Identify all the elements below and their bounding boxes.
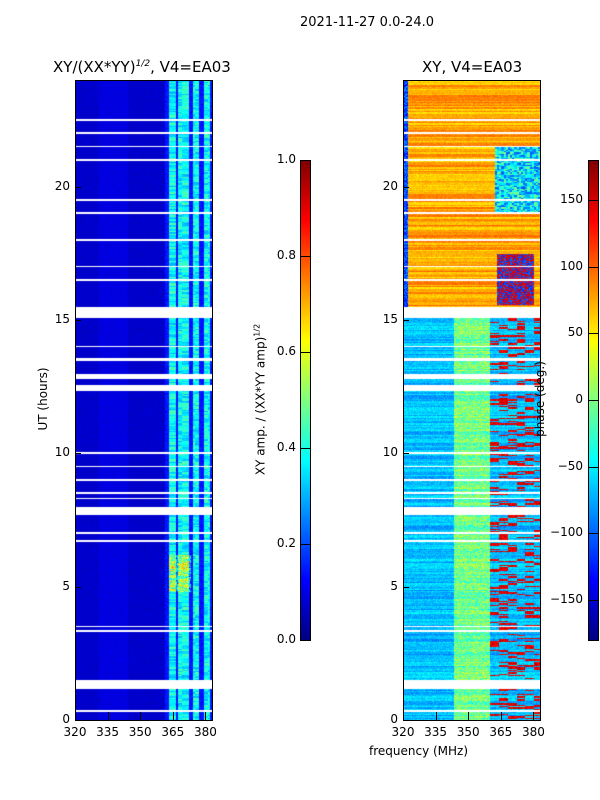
y-tick <box>75 720 81 721</box>
left-plot-title: XY/(XX*YY)1/2, V4=EA03 <box>53 58 231 76</box>
suptitle: 2021-11-27 0.0-24.0 <box>300 15 434 30</box>
phase-colorbar-tick-label: −100 <box>550 525 583 540</box>
phase-colorbar-tick <box>588 266 598 268</box>
phase-colorbar-tick-label: 0 <box>575 392 583 406</box>
amp-colorbar-label: XY amp. / (XX*YY amp)1/2 <box>253 310 268 490</box>
phase-colorbar-tick-label: −150 <box>550 592 583 606</box>
x-tick-label: 320 <box>391 725 415 739</box>
x-tick <box>75 712 76 720</box>
phase-colorbar-tick-label: 50 <box>567 325 583 340</box>
y-tick-label: 5 <box>390 578 398 593</box>
amp-colorbar-tick-label: 0.0 <box>276 632 296 646</box>
y-tick-label: 10 <box>54 445 70 460</box>
y-tick <box>75 453 81 455</box>
amp-colorbar-tick <box>300 256 310 257</box>
amp-colorbar-tick-label: 0.4 <box>276 440 296 454</box>
x-tick <box>107 712 109 720</box>
y-tick <box>75 320 81 321</box>
y-tick <box>403 586 409 588</box>
x-tick <box>140 712 142 720</box>
right-axes-frame <box>403 80 541 721</box>
y-tick <box>75 186 81 188</box>
x-tick <box>205 712 207 720</box>
x-tick-label: 335 <box>96 725 120 739</box>
y-tick-label: 15 <box>382 312 398 326</box>
phase-colorbar-tick-label: 100 <box>560 258 583 273</box>
x-tick-label: 320 <box>63 725 87 739</box>
x-tick <box>435 712 437 720</box>
left-title-sup: 1/2 <box>135 59 151 69</box>
amp-colorbar-tick <box>300 544 310 545</box>
y-tick-label: 5 <box>62 578 70 593</box>
amp-colorbar <box>300 160 310 640</box>
y-tick <box>403 453 409 455</box>
x-tick-label: 350 <box>128 725 152 739</box>
phase-colorbar-tick <box>588 333 598 335</box>
y-axis-label: UT (hours) <box>36 367 50 431</box>
y-tick <box>75 586 81 588</box>
phase-colorbar-tick-label: −50 <box>557 458 583 473</box>
y-tick <box>403 720 409 721</box>
x-tick <box>403 712 404 720</box>
phase-colorbar-tick <box>588 200 598 201</box>
x-tick <box>468 712 470 720</box>
amp-colorbar-tick <box>300 352 310 353</box>
amp-colorbar-tick-label: 0.8 <box>276 248 296 262</box>
phase-heatmap <box>403 80 540 720</box>
y-tick-label: 0 <box>390 712 398 726</box>
amp-colorbar-tick-label: 1.0 <box>276 152 296 166</box>
amp-colorbar-frame <box>300 160 311 641</box>
amp-colorbar-tick-label: 0.2 <box>276 536 296 550</box>
x-tick <box>172 712 174 720</box>
x-tick-label: 350 <box>456 725 480 739</box>
amplitude-heatmap <box>75 80 212 720</box>
left-title-suffix: , V4=EA03 <box>150 58 231 76</box>
amp-colorbar-tick <box>300 640 310 641</box>
y-tick-label: 20 <box>54 178 70 193</box>
y-tick-label: 15 <box>54 312 70 326</box>
y-tick-label: 10 <box>382 445 398 460</box>
amp-cb-label-text: XY amp. / (XX*YY amp) <box>253 336 268 476</box>
left-title-main: XY/(XX*YY) <box>53 58 136 76</box>
amp-cb-label-sup: 1/2 <box>252 323 262 337</box>
left-axes-frame <box>75 80 213 721</box>
phase-colorbar-tick <box>588 600 598 601</box>
x-tick-label: 380 <box>522 725 545 739</box>
amp-colorbar-tick <box>300 448 310 449</box>
x-tick-label: 380 <box>194 725 217 739</box>
x-tick-label: 335 <box>424 725 448 739</box>
x-axis-label: frequency (MHz) <box>369 744 469 758</box>
phase-colorbar-label: phase (deg.) <box>533 361 547 437</box>
right-plot-title: XY, V4=EA03 <box>422 58 523 76</box>
x-tick-label: 365 <box>161 725 185 739</box>
amp-colorbar-tick <box>300 160 310 161</box>
y-tick-label: 0 <box>62 712 70 726</box>
x-tick-label: 365 <box>489 725 513 739</box>
phase-colorbar-tick <box>588 533 598 535</box>
phase-colorbar-tick <box>588 466 598 468</box>
y-tick <box>403 186 409 188</box>
amp-colorbar-tick-label: 0.6 <box>276 344 296 358</box>
y-tick <box>403 320 409 321</box>
y-tick-label: 20 <box>382 178 398 193</box>
phase-colorbar-tick <box>588 400 598 401</box>
x-tick <box>533 712 535 720</box>
x-tick <box>500 712 502 720</box>
phase-colorbar-tick-label: 150 <box>560 192 583 206</box>
